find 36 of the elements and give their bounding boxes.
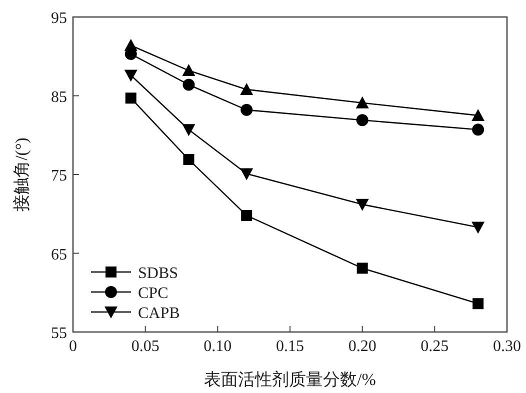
point: [472, 298, 484, 310]
point: [124, 38, 138, 51]
point: [125, 92, 136, 104]
point: [472, 108, 485, 121]
point: [356, 96, 369, 108]
y-tick-label: 85: [51, 88, 67, 106]
point: [241, 210, 252, 221]
legend-label: CPC: [138, 285, 168, 302]
x-tick-label: 0.10: [204, 338, 232, 355]
x-axis-title: 表面活性剂质量分数/%: [204, 370, 376, 389]
legend-label: CAPB: [138, 305, 180, 322]
y-tick-label: 55: [51, 325, 67, 342]
point: [472, 222, 485, 234]
point: [182, 64, 196, 76]
point: [356, 262, 368, 274]
x-tick-label: 0: [69, 338, 77, 355]
point: [183, 154, 194, 166]
y-tick-label: 95: [51, 10, 67, 27]
x-tick-label: 0.30: [493, 338, 521, 355]
y-tick-label: 75: [51, 168, 67, 184]
point: [240, 168, 254, 180]
x-tick-label: 0.05: [131, 338, 160, 355]
y-axis-title: 接触角/(°): [12, 138, 31, 212]
y-tick-label: 65: [51, 246, 67, 264]
legend-label: SDBS: [138, 265, 178, 282]
point: [182, 124, 196, 136]
x-tick-label: 0.20: [348, 338, 376, 355]
point: [240, 104, 253, 116]
point: [124, 70, 138, 82]
point: [182, 78, 195, 91]
x-tick-label: 0.25: [420, 338, 449, 355]
point: [240, 82, 254, 95]
x-tick-label: 0.15: [276, 338, 304, 355]
point: [356, 114, 368, 126]
point: [356, 198, 369, 211]
point: [472, 124, 484, 136]
